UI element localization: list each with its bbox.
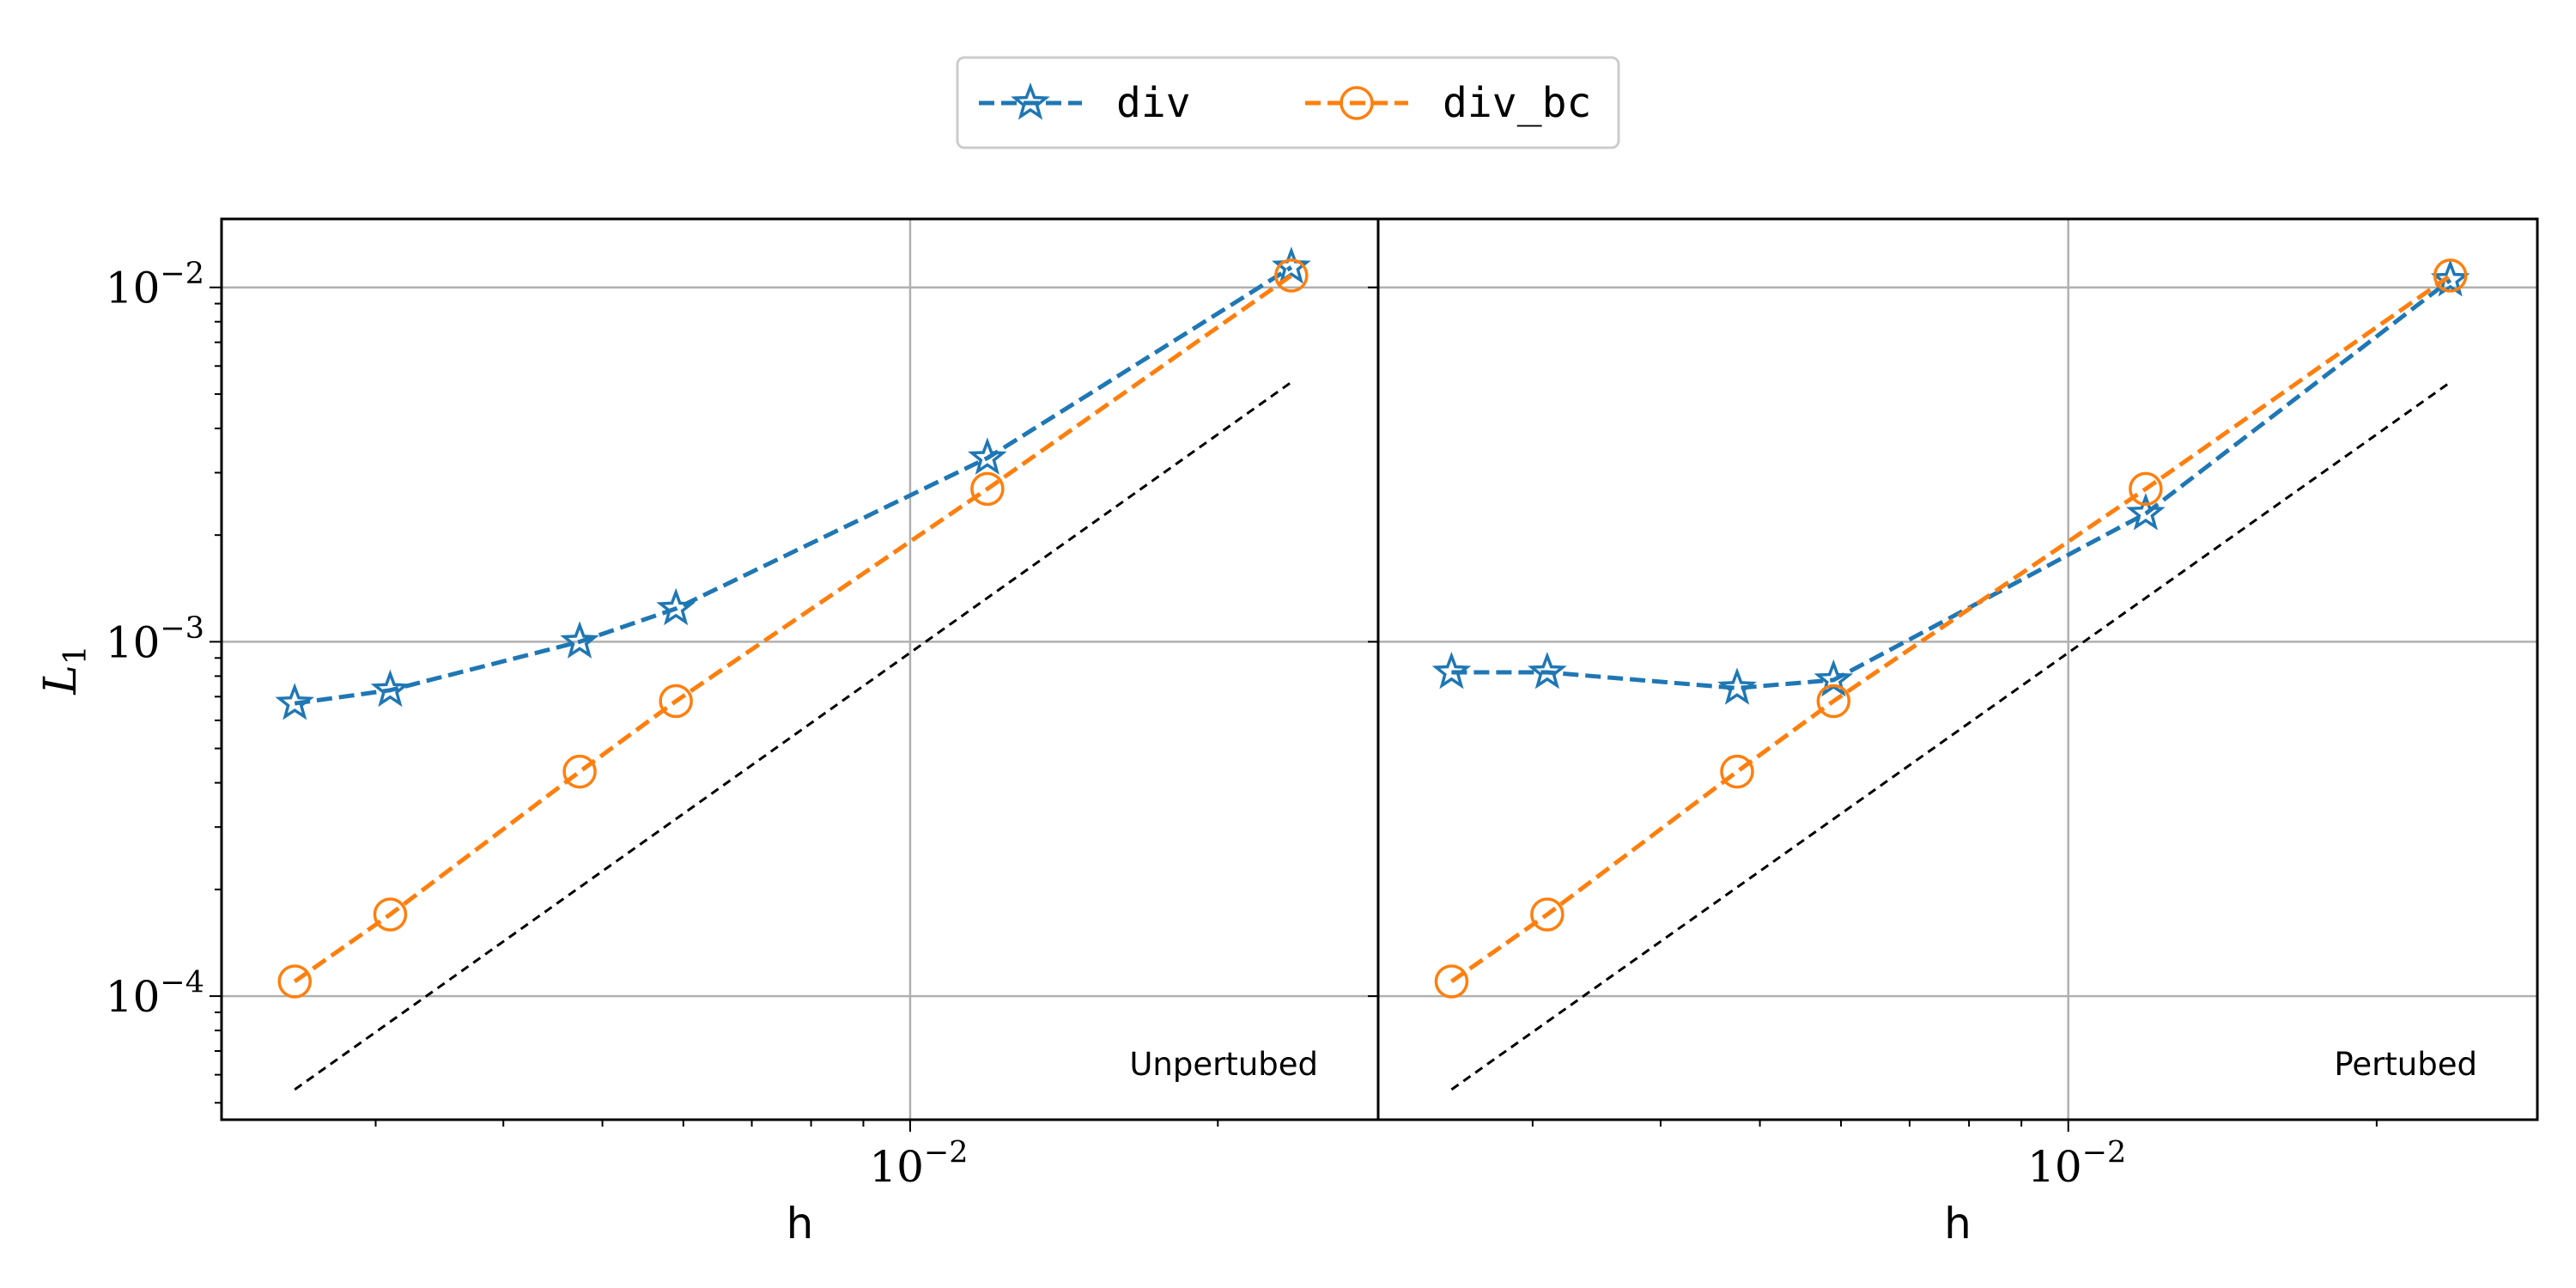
point-div	[1528, 652, 1567, 690]
point-div	[275, 683, 315, 720]
x-axis-label: h	[1944, 1199, 1971, 1249]
series-line-div_bc	[1449, 273, 2452, 984]
y-tick-label: 10−4	[106, 966, 204, 1023]
legend-box	[956, 56, 1620, 149]
x-axis-label: h	[787, 1199, 814, 1249]
point-div_bc	[1274, 258, 1309, 293]
panel-1: 10−2 h 10−2 10−3 10−4 Unpertubed	[106, 217, 1380, 1249]
point-div_bc	[373, 897, 408, 932]
point-div_bc	[1434, 964, 1469, 999]
legend-marker-div	[1011, 82, 1050, 120]
point-div	[656, 587, 696, 626]
point-div	[2126, 493, 2166, 531]
point-div	[1431, 652, 1472, 690]
point-div	[968, 437, 1007, 475]
point-div	[2430, 259, 2470, 297]
reference-slope-line	[1450, 380, 2451, 1091]
x-tick-label: 10−2	[869, 1136, 968, 1193]
point-div	[370, 669, 410, 708]
point-div_bc	[1530, 897, 1564, 932]
panel-frame	[1376, 217, 2539, 1121]
legend-marker-div_bc	[1340, 86, 1374, 120]
point-div_bc	[277, 964, 312, 999]
series-line-div	[1451, 278, 2452, 690]
point-div_bc	[970, 471, 1005, 507]
panel-frame	[220, 217, 1380, 1121]
plot-area	[1431, 258, 2470, 1091]
y-tick-label: 10−2	[106, 257, 204, 313]
y-tick-label: 10−3	[106, 611, 204, 668]
y-axis-label: L1	[35, 645, 94, 695]
point-div_bc	[2129, 471, 2163, 507]
legend: div div_bc	[956, 56, 1620, 149]
point-div	[1272, 246, 1311, 284]
point-div	[1717, 667, 1757, 705]
point-div_bc	[659, 683, 693, 719]
series-line-div_bc	[293, 273, 1293, 984]
point-div	[560, 621, 599, 659]
x-tick-label: 10−2	[2027, 1136, 2126, 1193]
legend-label: div_bc	[1443, 79, 1591, 127]
panel-annotation: Pertubed	[2334, 1046, 2477, 1083]
chart-panels: 10−2 h 10−2 10−3 10−4 Unpertubed 10−2 h Pertubed	[106, 217, 2539, 1249]
panel-annotation: Unpertubed	[1129, 1046, 1318, 1083]
point-div_bc	[1720, 754, 1754, 789]
series-line-div	[294, 265, 1293, 706]
panel-2: 10−2 h Pertubed	[1368, 217, 2539, 1249]
legend-label: div	[1116, 79, 1191, 127]
reference-slope-line	[294, 380, 1292, 1091]
point-div_bc	[1816, 683, 1851, 719]
point-div_bc	[562, 754, 597, 789]
plot-area	[275, 246, 1311, 1091]
point-div_bc	[2433, 258, 2468, 293]
